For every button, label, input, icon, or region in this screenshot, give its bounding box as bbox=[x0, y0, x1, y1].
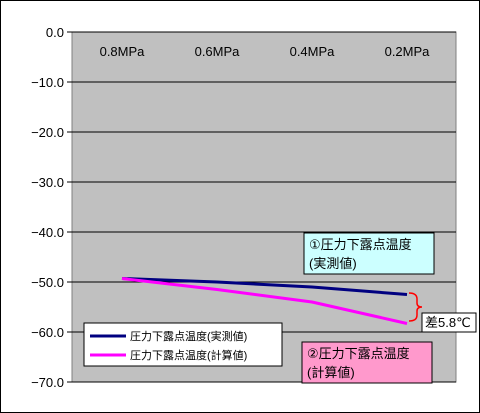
legend: 圧力下露点温度(実測値) 圧力下露点温度(計算値) bbox=[83, 322, 283, 367]
measured-annotation: ①圧力下露点温度 (実測値) bbox=[303, 232, 435, 275]
calculated-annotation-line-2: (計算値) bbox=[307, 365, 355, 380]
y-axis-tick-labels: 0.0 −10.0 −20.0 −30.0 −40.0 −50.0 −60.0 −70.0 bbox=[31, 25, 64, 390]
y-tick-label: −50.0 bbox=[31, 275, 64, 290]
calculated-annotation-box bbox=[301, 341, 433, 384]
x-tick-label: 0.8MPa bbox=[100, 44, 146, 59]
x-tick-label: 0.2MPa bbox=[385, 44, 431, 59]
difference-label-box bbox=[421, 312, 477, 333]
calculated-annotation-line-1: ②圧力下露点温度 bbox=[307, 346, 410, 361]
y-tick-label: −20.0 bbox=[31, 125, 64, 140]
x-axis-tick-labels: 0.8MPa 0.6MPa 0.4MPa 0.2MPa bbox=[100, 44, 431, 59]
y-tick-label: −30.0 bbox=[31, 175, 64, 190]
difference-label: 差5.8℃ bbox=[425, 315, 471, 330]
y-tick-label: −40.0 bbox=[31, 225, 64, 240]
series-line-measured bbox=[121, 277, 408, 296]
series-line-calculated bbox=[121, 277, 408, 325]
gridlines bbox=[67, 31, 456, 383]
y-tick-label: 0.0 bbox=[46, 25, 64, 40]
series-lines bbox=[121, 277, 408, 325]
measured-annotation-line-1: ①圧力下露点温度 bbox=[309, 237, 412, 252]
legend-box bbox=[83, 322, 283, 367]
x-tick-label: 0.6MPa bbox=[195, 44, 241, 59]
y-tick-label: −70.0 bbox=[31, 375, 64, 390]
y-tick-label: −60.0 bbox=[31, 325, 64, 340]
legend-label-calculated: 圧力下露点温度(計算値) bbox=[130, 348, 247, 362]
difference-brace bbox=[408, 292, 423, 322]
legend-label-measured: 圧力下露点温度(実測値) bbox=[130, 329, 247, 343]
calculated-annotation: ②圧力下露点温度 (計算値) bbox=[301, 341, 433, 384]
y-tick-label: −10.0 bbox=[31, 75, 64, 90]
measured-annotation-box bbox=[303, 232, 435, 275]
x-tick-label: 0.4MPa bbox=[290, 44, 336, 59]
measured-annotation-line-2: (実測値) bbox=[309, 256, 357, 271]
